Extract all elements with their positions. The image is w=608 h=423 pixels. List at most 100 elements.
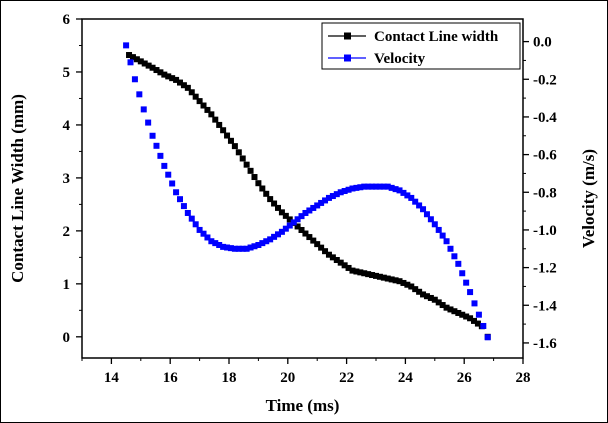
data-point [290,219,297,226]
data-point [177,196,183,203]
data-point [192,93,199,100]
data-point [275,204,281,211]
data-point [345,186,352,193]
data-point [216,242,223,248]
data-point [247,244,254,251]
data-point [400,279,407,286]
data-point [361,270,368,277]
data-point [333,257,340,264]
data-point [129,54,136,61]
data-point [278,209,285,216]
data-point [423,293,430,300]
data-point [231,143,238,150]
data-point [220,127,227,134]
data-point [369,183,376,190]
legend-label-velocity: Velocity [374,51,426,67]
data-point [318,244,325,251]
data-point [271,233,278,240]
data-point [127,59,134,66]
x-tick-label: 22 [339,370,354,386]
legend-label-width: Contact Line width [374,29,499,45]
y-right-tick-label: -0.4 [533,110,557,126]
data-point [126,52,133,59]
data-point [349,185,356,192]
data-point [322,248,329,255]
data-point [459,270,466,277]
data-point [184,84,191,91]
data-point [380,274,387,281]
data-point [427,216,434,223]
legend-box [321,22,521,70]
data-point [267,236,274,243]
data-point [227,245,234,252]
x-tick-label: 28 [516,370,531,386]
data-point [188,89,195,96]
data-point [204,234,211,241]
data-point [145,62,152,69]
data-point [286,216,293,223]
y-right-tick-label: -0.6 [533,148,557,164]
data-point [200,102,207,109]
data-point [392,186,399,193]
data-point [267,196,274,203]
data-point [243,161,250,168]
data-point [208,111,215,118]
data-point [314,241,321,248]
legend: Contact Line width Velocity [321,22,521,70]
data-point [357,269,364,276]
x-tick-label: 20 [280,370,295,386]
data-point [239,245,246,252]
data-point [140,106,147,113]
data-point [123,42,130,49]
data-point [294,216,301,223]
data-point [216,121,223,128]
data-point [431,221,438,228]
data-point [431,296,438,303]
data-point [145,119,152,126]
data-point [420,291,427,298]
data-point [263,190,270,197]
y-left-tick-label: 0 [63,330,71,346]
data-point [235,149,242,156]
data-point [306,234,313,241]
data-point [224,132,231,139]
data-point [227,137,234,144]
x-tick-label: 26 [457,370,473,386]
data-point [384,183,391,190]
data-point [204,106,211,113]
data-point [439,302,446,309]
data-point [133,56,140,63]
data-point [137,58,144,65]
data-point [376,183,383,190]
data-point [365,271,372,278]
legend-marker-velocity [344,54,351,62]
data-point [361,183,368,190]
y-right-tick-label: -0.8 [533,185,557,201]
data-point [157,69,164,76]
data-point [180,203,187,210]
data-point [400,189,407,196]
y-right-tick-label: -1.2 [533,261,557,277]
data-point [251,243,258,250]
data-point [404,192,411,199]
y-right-tick-label: -1.6 [533,336,557,352]
data-point [439,232,446,239]
data-point [169,75,176,82]
series-contact-line-width [126,52,491,340]
data-point [149,64,156,71]
data-point [392,277,399,284]
y-left-axis-title: Contact Line Width (mm) [8,94,27,283]
data-point [200,230,207,237]
data-point [353,184,360,191]
data-point [365,183,372,190]
data-point [165,171,172,178]
series-velocity [123,42,491,341]
data-point [474,320,481,327]
data-point [463,279,470,286]
data-point [180,82,187,89]
data-point [412,198,419,205]
data-point [298,226,305,233]
data-point [310,204,317,211]
